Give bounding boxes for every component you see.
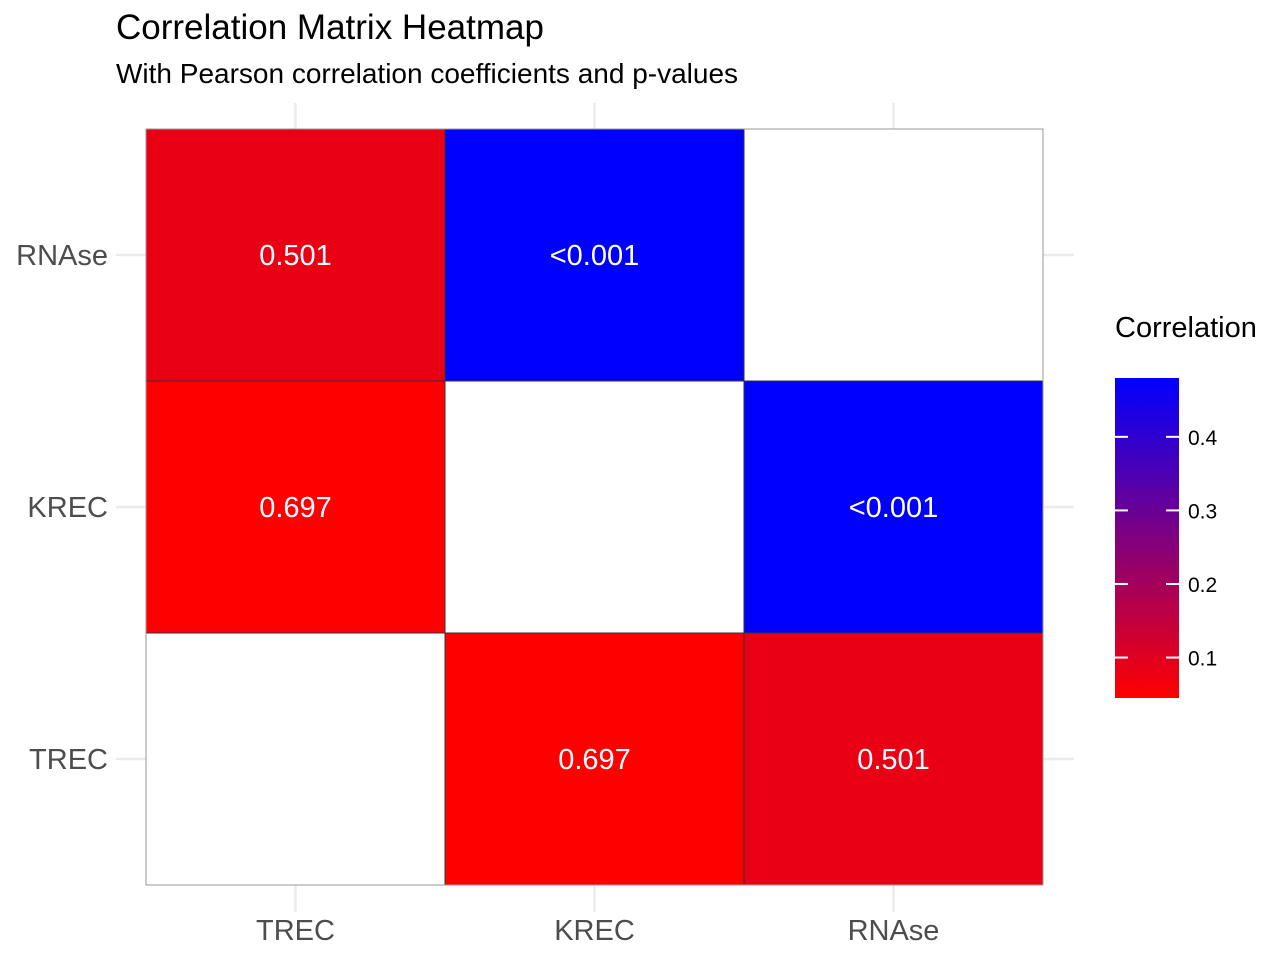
plot-border	[145, 128, 1044, 886]
legend-title: Correlation	[1115, 312, 1257, 344]
y-axis-tick-label: KREC	[27, 492, 108, 524]
heatmap-cell	[145, 632, 446, 886]
heatmap-cell	[145, 380, 446, 634]
heatmap-cell	[743, 128, 1044, 382]
heatmap-cells	[145, 128, 1044, 886]
cell-value-label: <0.001	[849, 492, 939, 524]
legend-colorbar	[1115, 378, 1179, 698]
cell-value-label: 0.501	[259, 240, 332, 272]
heatmap-cell	[444, 128, 745, 382]
cell-value-label: <0.001	[550, 240, 640, 272]
y-axis-tick-label: RNAse	[16, 240, 108, 272]
heatmap-cell	[743, 380, 1044, 634]
chart-subtitle: With Pearson correlation coefficients an…	[116, 58, 739, 89]
cell-value-label: 0.697	[259, 492, 332, 524]
x-axis-tick-label: KREC	[554, 915, 635, 947]
cell-value-label: 0.697	[558, 744, 631, 776]
legend-tick-label: 0.3	[1188, 500, 1217, 523]
cell-value-label: 0.501	[857, 744, 930, 776]
legend-tick-label: 0.4	[1188, 427, 1218, 450]
y-axis-tick-label: TREC	[29, 744, 108, 776]
legend-tick-label: 0.1	[1188, 648, 1217, 671]
legend-tick-label: 0.2	[1188, 574, 1217, 597]
chart-title: Correlation Matrix Heatmap	[116, 8, 544, 47]
x-axis-tick-label: RNAse	[848, 915, 940, 947]
heatmap-cell	[743, 632, 1044, 886]
heatmap-cell	[444, 380, 745, 634]
x-axis-tick-label: TREC	[256, 915, 335, 947]
